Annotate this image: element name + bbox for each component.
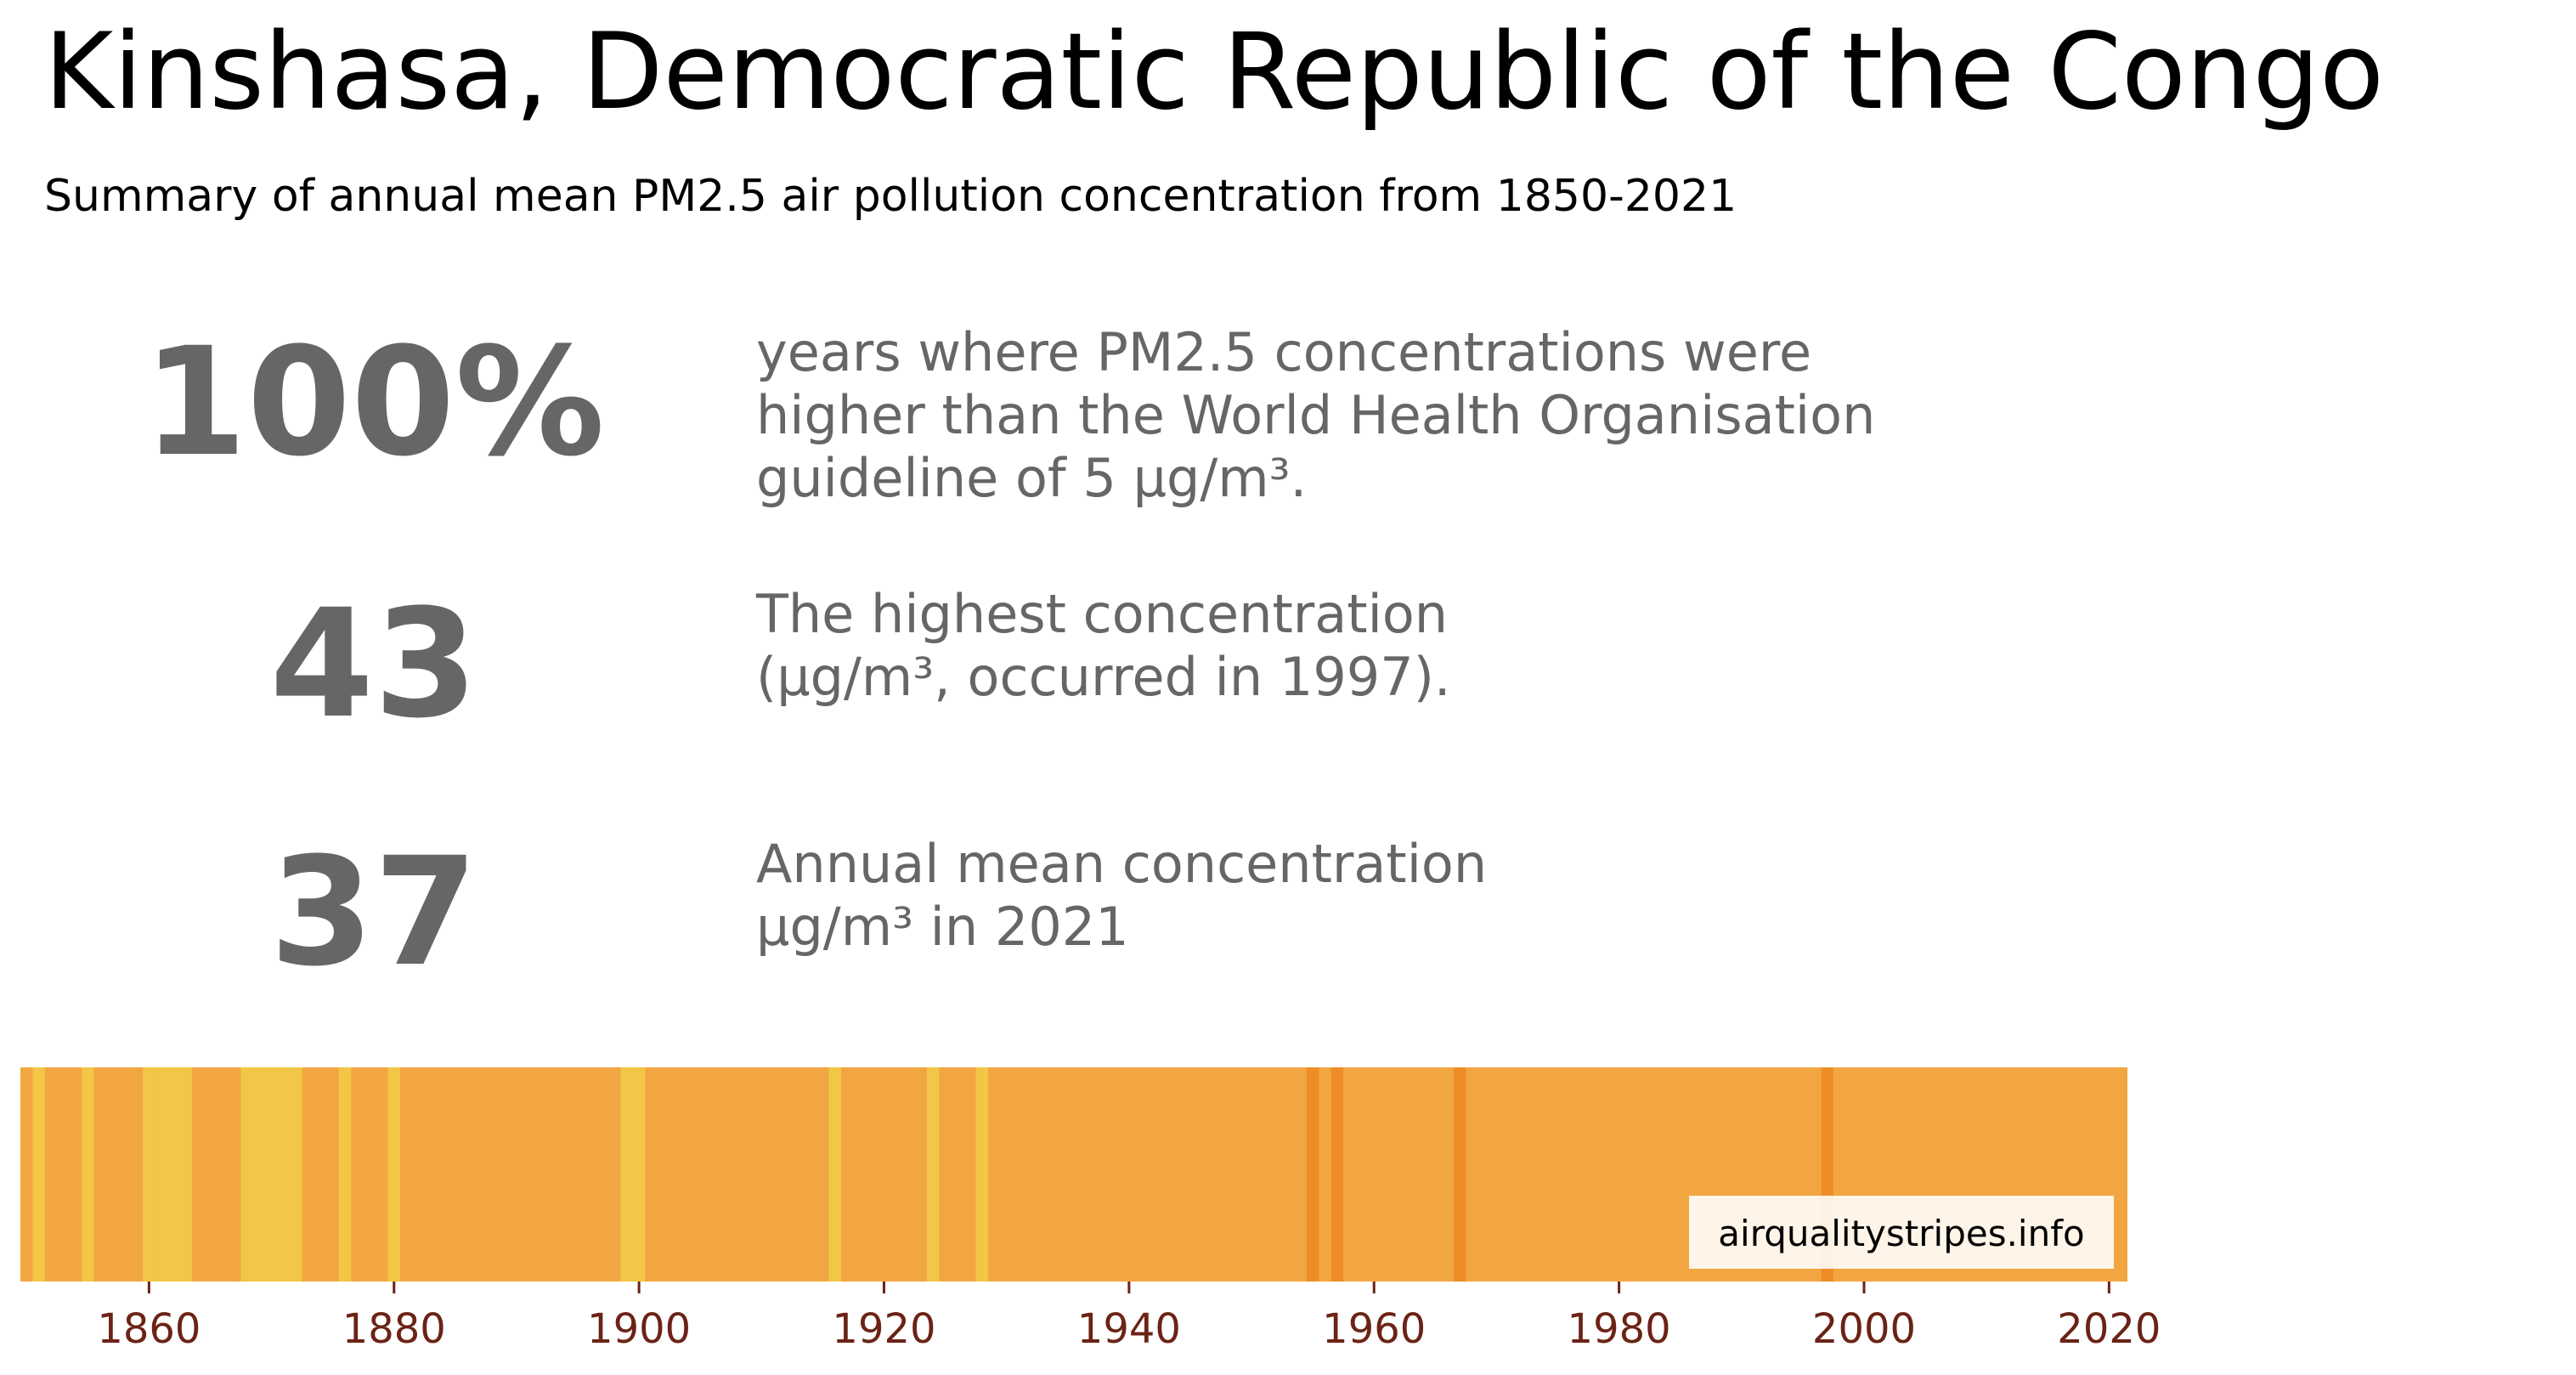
watermark: airqualitystripes.info bbox=[1689, 1196, 2114, 1269]
page-title: Kinshasa, Democratic Republic of the Con… bbox=[44, 11, 2385, 133]
watermark-label: airqualitystripes.info bbox=[1718, 1213, 2084, 1254]
x-tick-label-1940: 1940 bbox=[1077, 1305, 1181, 1353]
stripe-1924 bbox=[926, 1067, 940, 1282]
stripe-1876 bbox=[338, 1067, 352, 1282]
stat-value-exceedance: 100% bbox=[143, 315, 605, 489]
stripe-1957 bbox=[1330, 1067, 1344, 1282]
page-subtitle: Summary of annual mean PM2.5 air polluti… bbox=[44, 171, 1737, 222]
stat-value-highest: 43 bbox=[269, 577, 478, 751]
stat-text-latest: Annual mean concentration µg/m³ in 2021 bbox=[756, 833, 1487, 959]
x-tick-label-1980: 1980 bbox=[1568, 1305, 1671, 1353]
stat-text-exceedance: years where PM2.5 concentrations were hi… bbox=[756, 321, 1875, 510]
stat-value-latest: 37 bbox=[269, 825, 478, 999]
stripe-1967 bbox=[1453, 1067, 1466, 1282]
x-tick-label-1960: 1960 bbox=[1322, 1305, 1426, 1353]
stripe-1855 bbox=[82, 1067, 94, 1282]
stat-text-line: Annual mean concentration bbox=[756, 833, 1488, 895]
stat-text-line: years where PM2.5 concentrations were bbox=[756, 321, 1812, 383]
stripe-1860 bbox=[143, 1067, 155, 1282]
x-tick-label-1920: 1920 bbox=[832, 1305, 935, 1353]
stripe-1916 bbox=[828, 1067, 842, 1282]
watermark-background bbox=[1689, 1196, 2114, 1269]
stat-text-highest: The highest concentration (µg/m³, occurr… bbox=[756, 583, 1451, 709]
stripe-1928 bbox=[975, 1067, 989, 1282]
stripe-1868 bbox=[240, 1067, 302, 1282]
stripe-1955 bbox=[1306, 1067, 1319, 1282]
stripe-1899 bbox=[620, 1067, 646, 1282]
stat-text-line: (µg/m³, occurred in 1997). bbox=[756, 646, 1451, 708]
stat-text-line: µg/m³ in 2021 bbox=[756, 896, 1129, 958]
stripe-1880 bbox=[387, 1067, 400, 1282]
stat-text-line: guideline of 5 µg/m³. bbox=[756, 447, 1308, 509]
x-tick-label-2020: 2020 bbox=[2057, 1305, 2161, 1353]
x-tick-label-1880: 1880 bbox=[342, 1305, 446, 1353]
stripe-1851 bbox=[32, 1067, 45, 1282]
stripe-1861 bbox=[155, 1067, 192, 1282]
x-tick-label-1900: 1900 bbox=[587, 1305, 691, 1353]
stat-text-line: The highest concentration bbox=[756, 583, 1449, 645]
x-axis: 1860 1880 1900 1920 1940 1960 1980 2000 2020 bbox=[97, 1282, 2161, 1353]
x-tick-label-2000: 2000 bbox=[1812, 1305, 1916, 1353]
stat-text-line: higher than the World Health Organisatio… bbox=[756, 384, 1876, 446]
x-tick-label-1860: 1860 bbox=[97, 1305, 201, 1353]
